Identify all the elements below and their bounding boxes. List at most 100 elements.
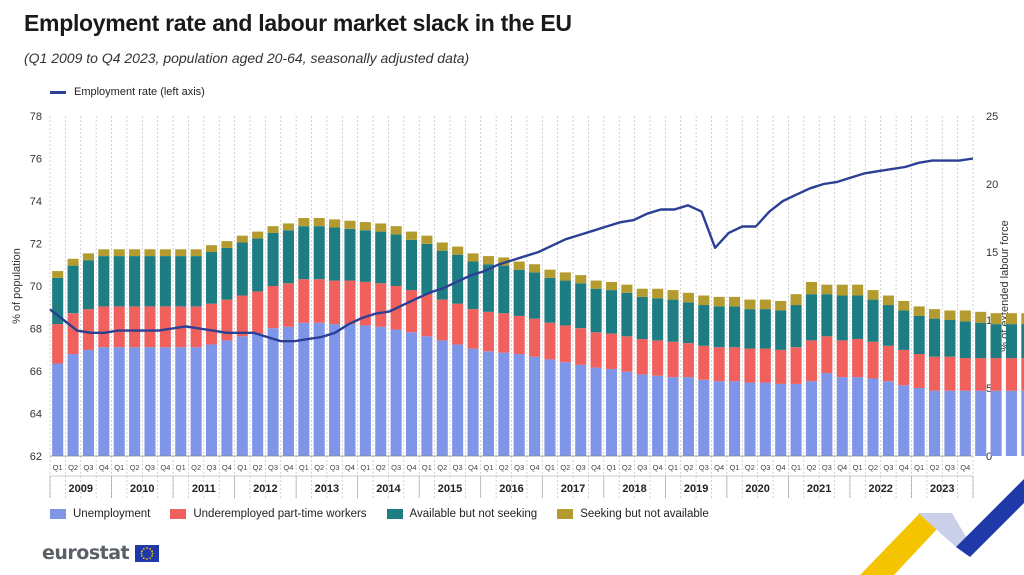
year-label: 2021 — [807, 483, 831, 495]
bar-underemployed — [652, 340, 664, 376]
year-label: 2011 — [192, 483, 216, 495]
bar-underemployed — [375, 283, 387, 327]
bar-seeking — [52, 271, 64, 278]
bar-available — [498, 265, 510, 314]
quarter-label: Q4 — [960, 463, 970, 472]
bar-available — [113, 256, 125, 307]
quarter-label: Q1 — [606, 463, 616, 472]
bar-unemployment — [944, 390, 956, 456]
bar-underemployed — [329, 280, 341, 325]
bar-seeking — [529, 264, 541, 273]
legend-item-unemployment: Unemployment — [50, 508, 150, 520]
bar-seeking — [898, 300, 910, 311]
bar-unemployment — [975, 390, 987, 456]
bar-underemployed — [698, 345, 710, 380]
bar-available — [221, 247, 233, 300]
bar-underemployed — [236, 295, 248, 337]
quarter-label: Q2 — [622, 463, 632, 472]
legend-swatch-available — [386, 509, 403, 519]
bar-available — [621, 292, 633, 337]
right-tick-label: 20 — [986, 179, 998, 191]
bar-seeking — [590, 280, 602, 289]
bar-unemployment — [836, 377, 848, 456]
bar-unemployment — [421, 336, 433, 456]
bar-available — [913, 315, 925, 354]
bar-unemployment — [852, 377, 864, 456]
bar-seeking — [498, 257, 510, 266]
bar-underemployed — [421, 294, 433, 337]
right-tick-label: 25 — [986, 111, 998, 123]
bar-available — [836, 295, 848, 341]
bar-underemployed — [498, 313, 510, 353]
bar-underemployed — [975, 358, 987, 391]
bar-seeking — [744, 299, 756, 310]
bar-unemployment — [867, 378, 879, 456]
bar-underemployed — [159, 306, 171, 348]
bar-unemployment — [529, 356, 541, 456]
bar-unemployment — [175, 347, 187, 456]
bar-seeking — [713, 296, 725, 307]
bar-seeking — [359, 222, 371, 231]
bar-underemployed — [559, 325, 571, 363]
bar-available — [359, 230, 371, 282]
bar-underemployed — [790, 347, 802, 384]
bar-available — [759, 309, 771, 349]
bar-available — [252, 238, 264, 292]
quarter-label: Q4 — [899, 463, 909, 472]
bar-underemployed — [1021, 358, 1024, 391]
quarter-label: Q3 — [637, 463, 647, 472]
chart-subtitle: (Q1 2009 to Q4 2023, population aged 20-… — [24, 50, 470, 66]
quarter-label: Q1 — [360, 463, 370, 472]
quarter-label: Q4 — [99, 463, 109, 472]
left-tick-label: 72 — [30, 239, 42, 251]
bar-underemployed — [529, 318, 541, 357]
bar-underemployed — [605, 333, 618, 369]
bar-unemployment — [898, 385, 910, 456]
bar-underemployed — [298, 279, 310, 323]
deco-grey-chevron — [918, 513, 972, 547]
bar-unemployment — [267, 328, 279, 456]
bar-seeking — [821, 284, 833, 295]
quarter-label: Q2 — [745, 463, 755, 472]
quarter-label: Q1 — [237, 463, 247, 472]
year-label: 2012 — [253, 483, 277, 495]
bar-seeking — [867, 290, 879, 300]
bar-unemployment — [298, 322, 310, 456]
quarter-label: Q4 — [160, 463, 170, 472]
bar-available — [805, 294, 818, 341]
bar-seeking — [836, 284, 848, 296]
quarter-label: Q1 — [853, 463, 863, 472]
bar-unemployment — [498, 352, 510, 456]
bar-unemployment — [929, 390, 941, 456]
bar-available — [67, 265, 79, 314]
bar-seeking — [236, 235, 248, 243]
bar-available — [652, 298, 664, 341]
year-label: 2009 — [69, 483, 93, 495]
bar-seeking — [452, 246, 464, 255]
quarter-label: Q3 — [883, 463, 893, 472]
bar-available — [282, 230, 294, 284]
left-tick-label: 68 — [30, 324, 42, 336]
bar-seeking — [129, 249, 141, 257]
chart-title: Employment rate and labour market slack … — [24, 10, 572, 36]
bar-seeking — [113, 249, 125, 257]
bar-unemployment — [159, 347, 171, 456]
bar-seeking — [190, 249, 202, 257]
bar-seeking — [621, 284, 633, 293]
quarter-label: Q4 — [653, 463, 663, 472]
bar-available — [682, 302, 694, 344]
bar-seeking — [959, 310, 971, 322]
bar-underemployed — [990, 358, 1002, 391]
year-label: 2017 — [561, 483, 585, 495]
eurostat-logo: eurostat — [42, 542, 160, 564]
bar-available — [667, 299, 679, 342]
bar-seeking — [929, 309, 941, 319]
bar-seeking — [282, 223, 294, 231]
quarter-label: Q4 — [776, 463, 786, 472]
bar-underemployed — [144, 306, 156, 348]
quarter-label: Q3 — [453, 463, 463, 472]
bar-seeking — [682, 292, 694, 303]
bar-underemployed — [929, 356, 941, 391]
left-tick-label: 70 — [30, 281, 42, 293]
quarter-label: Q2 — [683, 463, 693, 472]
